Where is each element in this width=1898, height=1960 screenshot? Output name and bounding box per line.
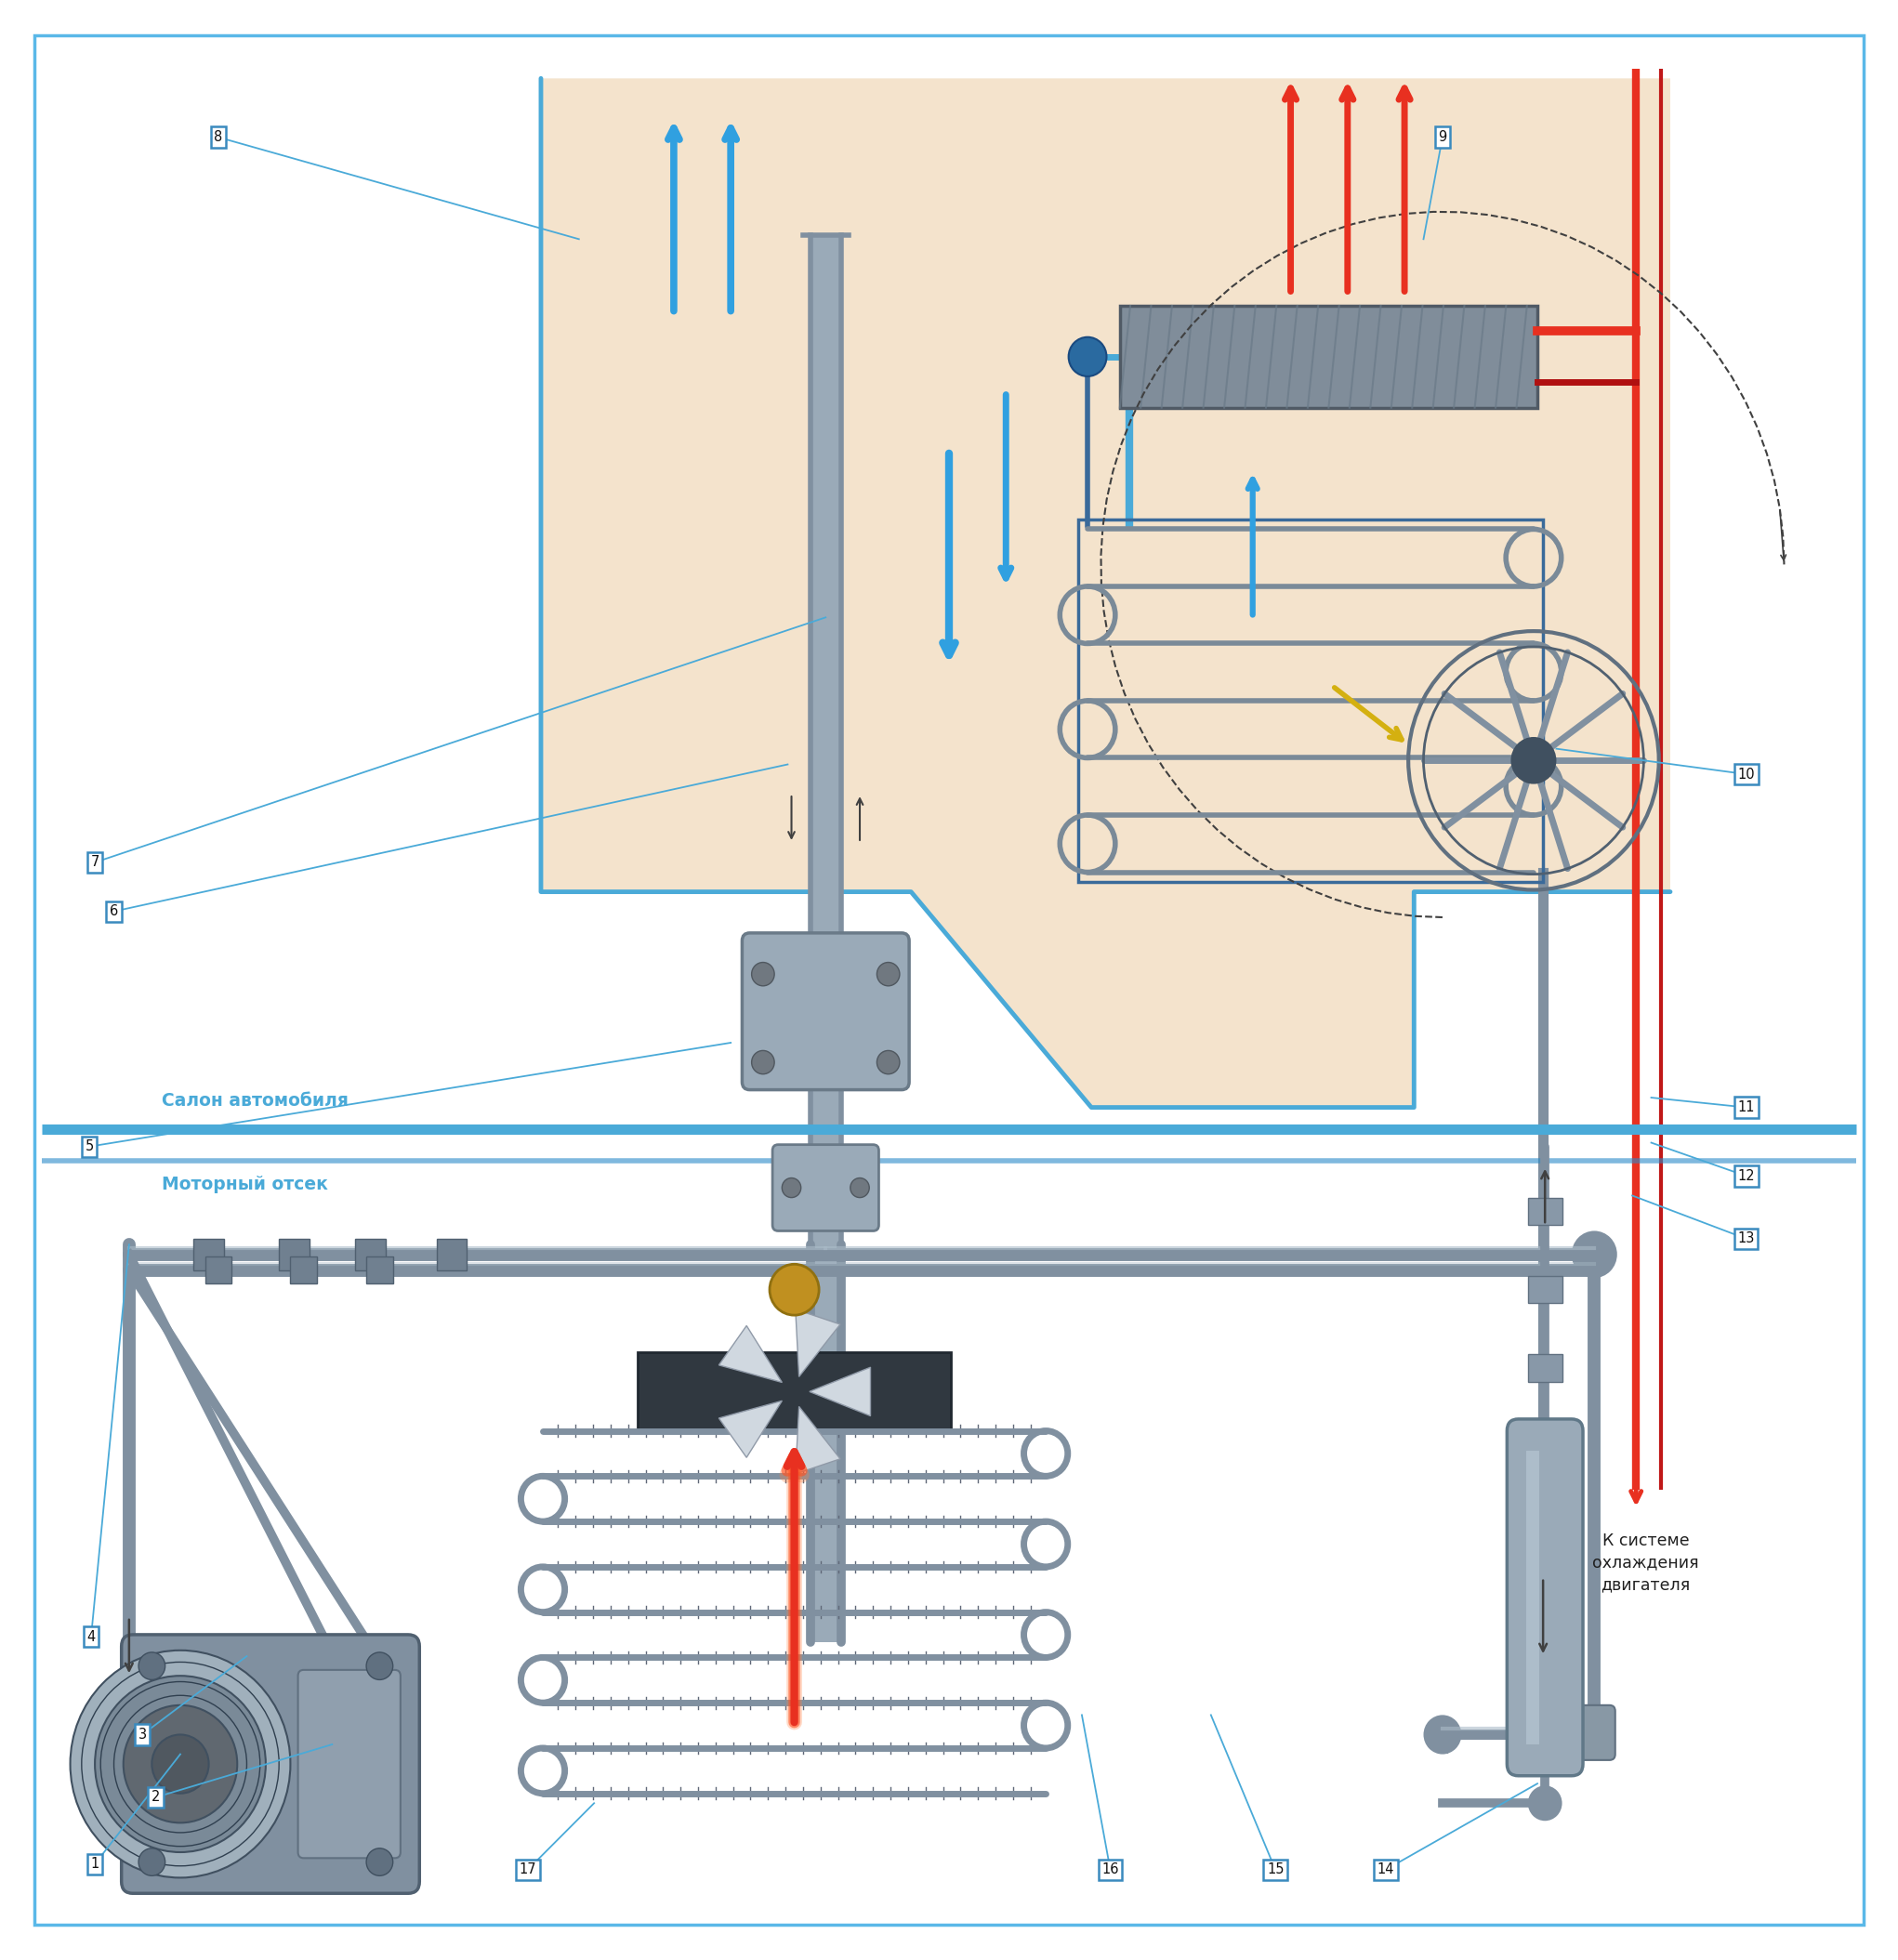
- FancyBboxPatch shape: [298, 1670, 400, 1858]
- Bar: [1528, 1198, 1562, 1225]
- Text: 4: 4: [87, 1629, 95, 1644]
- Bar: [1528, 1276, 1562, 1303]
- Bar: [366, 1256, 393, 1284]
- FancyBboxPatch shape: [742, 933, 909, 1090]
- Bar: [194, 1239, 224, 1270]
- FancyBboxPatch shape: [121, 1635, 419, 1893]
- Bar: [810, 235, 841, 1642]
- Polygon shape: [809, 1368, 871, 1415]
- Circle shape: [877, 962, 900, 986]
- Bar: [437, 1239, 467, 1270]
- FancyBboxPatch shape: [1507, 1419, 1583, 1776]
- Circle shape: [366, 1652, 393, 1680]
- FancyBboxPatch shape: [772, 1145, 879, 1231]
- Bar: [1526, 1450, 1539, 1744]
- Bar: [1078, 519, 1543, 882]
- Circle shape: [1572, 1231, 1617, 1278]
- Circle shape: [782, 1178, 801, 1198]
- Bar: [355, 1239, 385, 1270]
- Polygon shape: [795, 1407, 841, 1474]
- Circle shape: [850, 1178, 869, 1198]
- Text: К системе
охлаждения
двигателя: К системе охлаждения двигателя: [1592, 1533, 1699, 1593]
- Text: 5: 5: [85, 1139, 93, 1154]
- Text: 17: 17: [518, 1862, 537, 1878]
- Bar: [1120, 306, 1537, 408]
- Text: 6: 6: [110, 904, 118, 919]
- Text: 7: 7: [91, 855, 99, 870]
- Circle shape: [139, 1652, 165, 1680]
- Text: 14: 14: [1376, 1862, 1395, 1878]
- Polygon shape: [719, 1325, 782, 1382]
- Circle shape: [70, 1650, 290, 1878]
- Circle shape: [752, 1051, 774, 1074]
- Text: 16: 16: [1101, 1862, 1120, 1878]
- Circle shape: [123, 1705, 237, 1823]
- Bar: [279, 1239, 309, 1270]
- Circle shape: [877, 1051, 900, 1074]
- Circle shape: [139, 1848, 165, 1876]
- Text: 8: 8: [214, 129, 222, 145]
- Circle shape: [1528, 1786, 1562, 1821]
- Circle shape: [152, 1735, 209, 1793]
- Bar: [205, 1256, 232, 1284]
- Circle shape: [1511, 737, 1556, 784]
- Text: 1: 1: [91, 1856, 99, 1872]
- Circle shape: [771, 1264, 820, 1315]
- Bar: [1528, 1354, 1562, 1382]
- Bar: [290, 1256, 317, 1284]
- Text: 15: 15: [1266, 1862, 1285, 1878]
- Text: 9: 9: [1439, 129, 1446, 145]
- Text: 10: 10: [1737, 766, 1756, 782]
- Circle shape: [752, 962, 774, 986]
- Polygon shape: [541, 78, 1670, 1107]
- Text: Салон автомобиля: Салон автомобиля: [161, 1092, 347, 1109]
- Circle shape: [1069, 337, 1107, 376]
- Text: 12: 12: [1737, 1168, 1756, 1184]
- Text: 13: 13: [1739, 1231, 1754, 1247]
- Text: 11: 11: [1737, 1100, 1756, 1115]
- Circle shape: [366, 1848, 393, 1876]
- Polygon shape: [795, 1309, 841, 1376]
- Bar: [638, 1352, 951, 1431]
- Text: Моторный отсек: Моторный отсек: [161, 1176, 328, 1194]
- Circle shape: [95, 1676, 266, 1852]
- Polygon shape: [719, 1401, 782, 1458]
- Circle shape: [1424, 1715, 1461, 1754]
- FancyBboxPatch shape: [1556, 1705, 1615, 1760]
- Text: 2: 2: [152, 1789, 159, 1805]
- Text: 3: 3: [139, 1727, 146, 1742]
